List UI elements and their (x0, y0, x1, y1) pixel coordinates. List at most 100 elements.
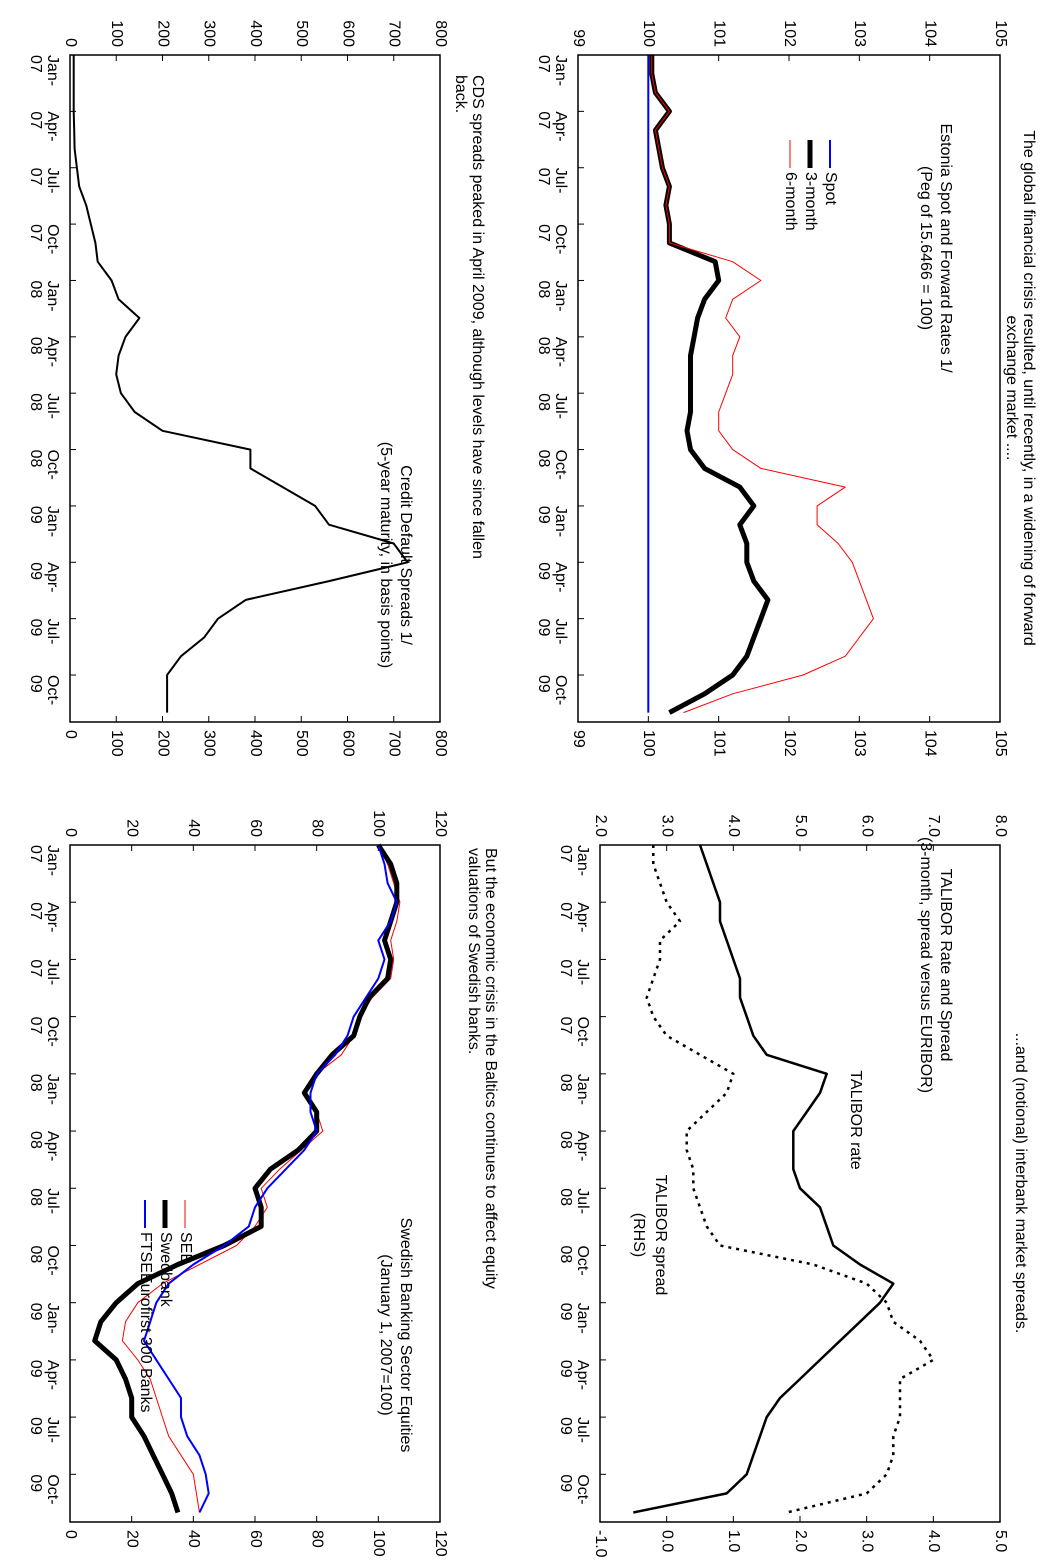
y2-tick-label: 4.0 (925, 1530, 942, 1552)
y2-tick-label: 5.0 (992, 1530, 1009, 1552)
y2-tick-label: 40 (185, 1530, 202, 1548)
chart-title: TALIBOR Rate and Spread (937, 869, 954, 1062)
x-tick-label: Jan-07 (27, 845, 61, 876)
y2-tick-label: 100 (640, 730, 657, 757)
legend-label: 6-month (782, 172, 799, 231)
y2-tick-label: 2.0 (792, 1530, 809, 1552)
y2-tick-label: 600 (339, 730, 356, 757)
series-line (72, 55, 409, 713)
x-tick-label: Oct-07 (557, 1017, 591, 1047)
y2-tick-label: 60 (247, 1530, 264, 1548)
y-tick-label: 2.0 (592, 815, 609, 837)
legend-label: FTSEEurofirst 300 Banks (137, 1232, 154, 1413)
x-tick-label: Apr-07 (535, 111, 569, 141)
x-tick-label: Oct-07 (27, 224, 61, 254)
x-tick-label: Jan-08 (27, 1074, 61, 1105)
y2-tick-label: 100 (370, 1530, 387, 1557)
x-tick-label: Jan-08 (557, 1074, 591, 1105)
y-tick-label: 101 (710, 20, 727, 47)
x-tick-label: Oct-08 (557, 1245, 591, 1275)
y2-tick-label: 800 (432, 730, 449, 757)
x-tick-label: Jan-09 (27, 1303, 61, 1334)
x-tick-label: Jul-09 (27, 619, 61, 645)
y-tick-label: 7.0 (925, 815, 942, 837)
y2-tick-label: 100 (108, 730, 125, 757)
rotated-layout: The global financial crisis resulted, un… (27, 20, 1037, 1557)
y-tick-label: 120 (432, 810, 449, 837)
y-tick-label: 5.0 (792, 815, 809, 837)
x-tick-label: Apr-07 (27, 111, 61, 141)
x-tick-label: Oct-08 (27, 1245, 61, 1275)
x-tick-label: Jul-09 (557, 1417, 591, 1443)
y2-tick-label: 3.0 (858, 1530, 875, 1552)
y-tick-label: 400 (247, 20, 264, 47)
x-tick-label: Apr-08 (27, 1131, 61, 1161)
y2-tick-label: -1.0 (592, 1530, 609, 1558)
series-line (645, 845, 935, 1514)
y2-tick-label: 200 (154, 730, 171, 757)
y-tick-label: 8.0 (992, 815, 1009, 837)
annotation: TALIBOR spread (652, 1175, 669, 1296)
chart-title: Credit Default Spreads 1/ (397, 465, 414, 645)
annotation: (RHS) (630, 1213, 647, 1257)
x-tick-label: Apr-07 (27, 902, 61, 932)
x-tick-label: Apr-09 (535, 562, 569, 592)
x-tick-label: Jul-08 (557, 1188, 591, 1214)
x-tick-label: Oct-07 (535, 224, 569, 254)
y2-tick-label: 99 (570, 730, 587, 748)
y2-tick-label: 300 (201, 730, 218, 757)
y-tick-label: 105 (992, 20, 1009, 47)
y-tick-label: 40 (185, 819, 202, 837)
caption: ...and (notional) interbank market sprea… (1012, 1033, 1029, 1334)
x-tick-label: Jan-08 (27, 280, 61, 311)
y-tick-label: 103 (851, 20, 868, 47)
x-tick-label: Apr-07 (557, 902, 591, 932)
y-tick-label: 102 (781, 20, 798, 47)
x-tick-label: Jan-07 (27, 55, 61, 86)
y-tick-label: 100 (108, 20, 125, 47)
y2-tick-label: 0.0 (658, 1530, 675, 1552)
y2-tick-label: 0 (62, 730, 79, 739)
y2-tick-label: 105 (992, 730, 1009, 757)
x-tick-label: Jul-07 (27, 959, 61, 985)
y2-tick-label: 103 (851, 730, 868, 757)
chart-title: Estonia Spot and Forward Rates 1/ (937, 123, 954, 373)
y-tick-label: 100 (640, 20, 657, 47)
y-tick-label: 600 (339, 20, 356, 47)
y-tick-label: 99 (570, 29, 587, 47)
y-tick-label: 300 (201, 20, 218, 47)
y-tick-label: 3.0 (658, 815, 675, 837)
series-line (649, 55, 771, 715)
y2-tick-label: 1.0 (725, 1530, 742, 1552)
plot-frame (69, 844, 441, 1523)
x-tick-label: Jan-08 (535, 280, 569, 311)
plot-frame (577, 54, 1001, 723)
y2-tick-label: 120 (432, 1530, 449, 1557)
y-tick-label: 0 (62, 828, 79, 837)
chart-title: Swedish Banking Sector Equities (397, 1218, 414, 1453)
chart-subtitle: (3-month, spread versus EURIBOR) (917, 837, 934, 1093)
x-tick-label: Jul-08 (27, 1188, 61, 1214)
y2-tick-label: 700 (386, 730, 403, 757)
y-tick-label: 60 (247, 819, 264, 837)
x-tick-label: Jul-08 (535, 393, 569, 419)
y-tick-label: 0 (62, 38, 79, 47)
x-tick-label: Oct-08 (27, 450, 61, 480)
series-line (143, 844, 398, 1513)
x-tick-label: Apr-08 (535, 337, 569, 367)
series-line (121, 844, 401, 1513)
y-tick-label: 100 (370, 810, 387, 837)
y2-tick-label: 102 (781, 730, 798, 757)
x-tick-label: Apr-09 (27, 1360, 61, 1390)
x-tick-label: Oct-08 (535, 450, 569, 480)
x-tick-label: Jul-09 (535, 619, 569, 645)
y-tick-label: 4.0 (725, 815, 742, 837)
y2-tick-label: 20 (123, 1530, 140, 1548)
y-tick-label: 500 (293, 20, 310, 47)
plot-frame (599, 844, 1001, 1523)
y2-tick-label: 0 (62, 1530, 79, 1539)
x-tick-label: Jul-08 (27, 393, 61, 419)
y2-tick-label: 400 (247, 730, 264, 757)
chart-subtitle: (Peg of 15.6466 = 100) (917, 166, 934, 330)
y-tick-label: 6.0 (858, 815, 875, 837)
